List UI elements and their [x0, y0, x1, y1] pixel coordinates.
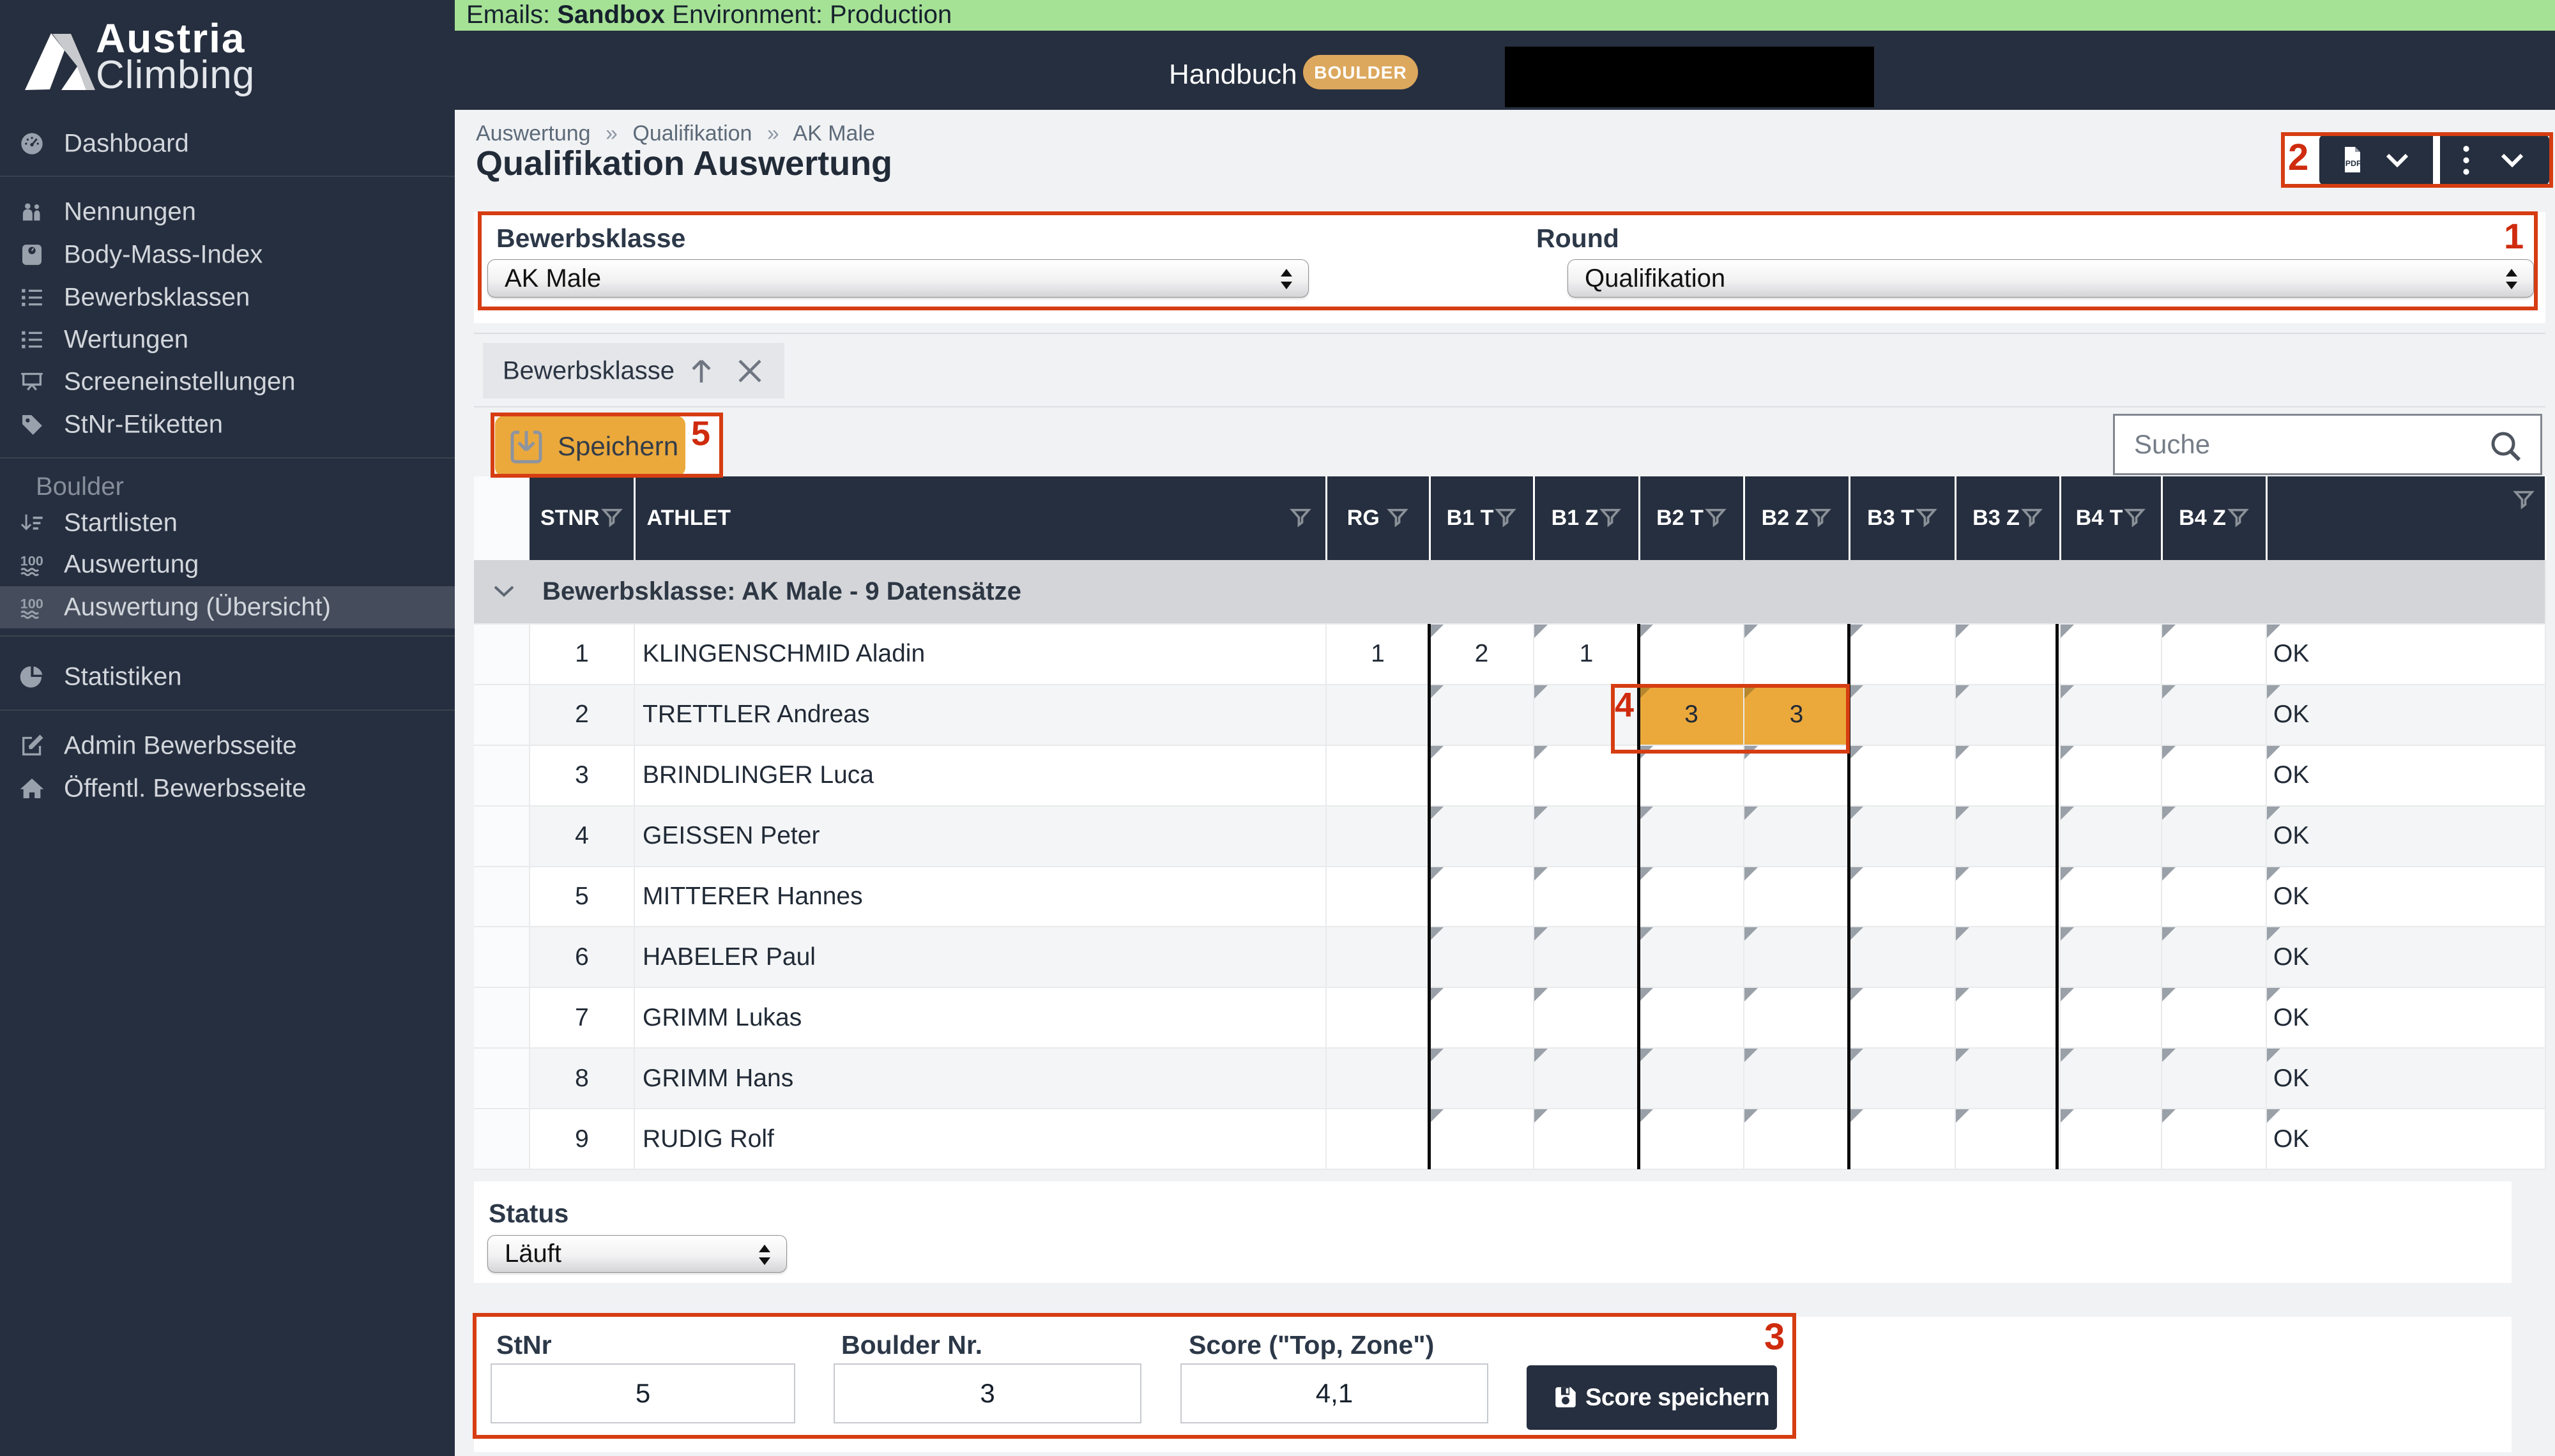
svg-text:100: 100 [20, 553, 43, 569]
svg-text:100: 100 [20, 596, 43, 612]
svg-text:PDF: PDF [2345, 159, 2361, 168]
